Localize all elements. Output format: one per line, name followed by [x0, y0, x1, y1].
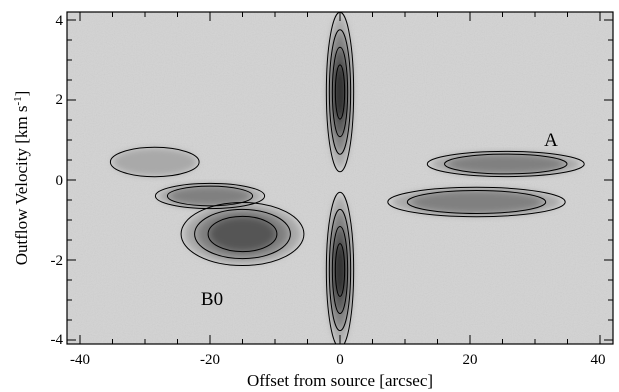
emission-blob	[209, 217, 276, 251]
contour-line	[325, 191, 355, 344]
y-tick-label: -4	[51, 332, 64, 348]
y-axis-title-sup: -1	[12, 96, 24, 105]
contour-line	[387, 186, 566, 218]
contour-line	[207, 215, 278, 253]
emission-blob	[447, 154, 565, 174]
x-tick-labels: -40 -20 0 20 40	[70, 352, 606, 368]
y-axis-title: Outflow Velocity [km s-1]	[12, 91, 31, 266]
y-tick-label: 2	[56, 92, 64, 108]
emission-blob	[335, 244, 345, 296]
annotation-A: A	[544, 130, 558, 151]
contour-line	[328, 208, 352, 332]
axis-ticks	[67, 12, 613, 344]
y-tick-labels: 4 2 0 -2 -4	[51, 13, 64, 348]
emission-layer	[112, 16, 581, 344]
y-tick-label: 4	[56, 13, 64, 29]
contour-line	[331, 46, 349, 138]
emission-blob	[169, 186, 251, 206]
contour-line	[194, 208, 291, 260]
emission-blob	[335, 66, 345, 118]
contour-layer	[109, 12, 585, 344]
y-axis-title-close: ]	[12, 91, 31, 97]
contour-line	[166, 185, 254, 207]
annotation-B0: B0	[201, 289, 223, 310]
contour-line	[426, 150, 585, 178]
x-tick-label: -40	[70, 352, 90, 368]
emission-blob	[410, 191, 543, 213]
x-axis-title: Offset from source [arcsec]	[247, 371, 433, 390]
y-axis-title-main: Outflow Velocity [km s	[12, 106, 31, 266]
x-tick-label: -20	[200, 352, 220, 368]
x-tick-label: 20	[463, 352, 478, 368]
x-tick-label: 0	[336, 352, 344, 368]
contour-line	[328, 29, 352, 155]
contour-line	[331, 225, 349, 315]
contour-line	[109, 146, 200, 178]
y-tick-label: 0	[56, 173, 64, 189]
contour-line	[444, 153, 568, 175]
contour-line	[334, 243, 346, 297]
y-tick-label: -2	[51, 253, 64, 269]
x-tick-label: 40	[591, 352, 606, 368]
contour-line	[334, 64, 346, 120]
contour-line	[406, 190, 547, 214]
contour-line	[154, 182, 266, 210]
emission-blob	[112, 148, 197, 176]
